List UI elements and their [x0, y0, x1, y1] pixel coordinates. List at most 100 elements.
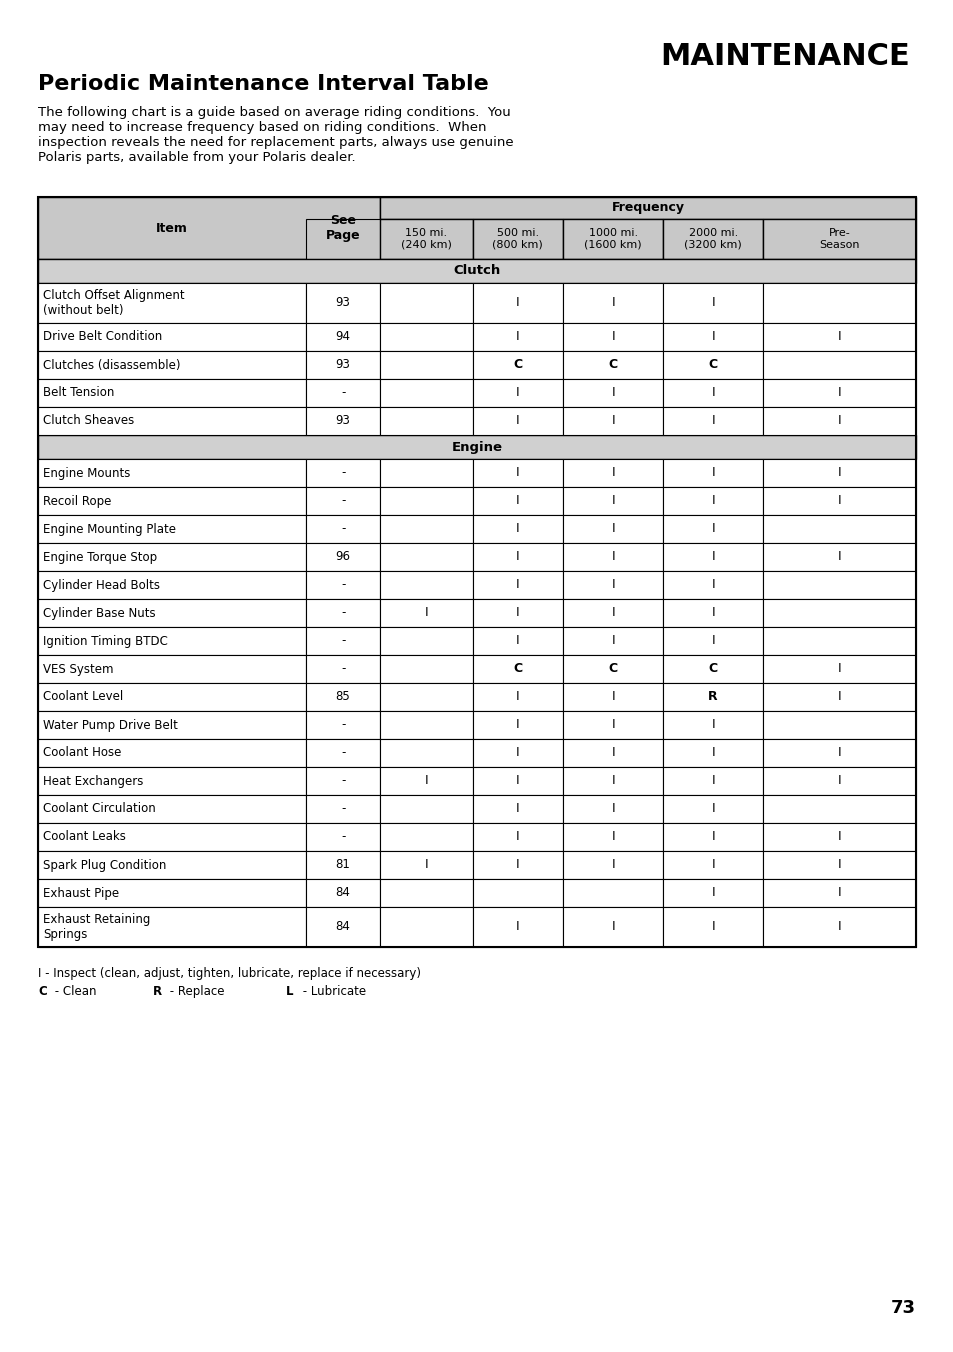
Bar: [472, 283, 562, 323]
Text: I: I: [516, 495, 519, 507]
Bar: [38, 907, 306, 946]
Text: I: I: [711, 803, 714, 815]
Text: I: I: [711, 921, 714, 933]
Bar: [762, 907, 915, 946]
Text: I: I: [711, 746, 714, 760]
Bar: [380, 323, 472, 352]
Text: I: I: [516, 830, 519, 844]
Text: See
Page: See Page: [326, 214, 360, 242]
Bar: [306, 487, 380, 515]
Text: -: -: [340, 466, 345, 480]
Text: I: I: [711, 718, 714, 731]
Bar: [662, 458, 762, 487]
Bar: [762, 515, 915, 544]
Text: Frequency: Frequency: [611, 201, 684, 215]
Bar: [472, 740, 562, 767]
Text: C: C: [608, 358, 617, 372]
Bar: [662, 323, 762, 352]
Text: I: I: [711, 495, 714, 507]
Bar: [306, 407, 380, 435]
Bar: [472, 767, 562, 795]
Bar: [38, 571, 306, 599]
Bar: [380, 407, 472, 435]
Text: Engine Mounting Plate: Engine Mounting Plate: [43, 522, 175, 535]
Text: I: I: [837, 330, 841, 343]
Bar: [306, 599, 380, 627]
Bar: [662, 544, 762, 571]
Bar: [562, 740, 662, 767]
Bar: [472, 823, 562, 850]
Text: Spark Plug Condition: Spark Plug Condition: [43, 859, 166, 872]
Bar: [38, 515, 306, 544]
Text: I: I: [837, 466, 841, 480]
Bar: [306, 711, 380, 740]
Text: I: I: [611, 803, 615, 815]
Bar: [662, 823, 762, 850]
Bar: [306, 683, 380, 711]
Text: 93: 93: [335, 415, 350, 427]
Bar: [38, 767, 306, 795]
Text: I: I: [711, 830, 714, 844]
Text: - Replace: - Replace: [166, 986, 224, 998]
Bar: [762, 487, 915, 515]
Text: I: I: [837, 691, 841, 703]
Bar: [472, 323, 562, 352]
Text: I: I: [837, 550, 841, 564]
Bar: [306, 767, 380, 795]
Text: Engine Torque Stop: Engine Torque Stop: [43, 550, 157, 564]
Text: MAINTENANCE: MAINTENANCE: [659, 42, 909, 72]
Text: I: I: [711, 550, 714, 564]
Text: I - Inspect (clean, adjust, tighten, lubricate, replace if necessary): I - Inspect (clean, adjust, tighten, lub…: [38, 967, 420, 980]
Text: I: I: [424, 859, 428, 872]
Bar: [306, 627, 380, 654]
Bar: [472, 458, 562, 487]
Text: I: I: [711, 859, 714, 872]
Bar: [662, 571, 762, 599]
Bar: [662, 740, 762, 767]
Bar: [380, 352, 472, 379]
Bar: [380, 487, 472, 515]
Text: I: I: [711, 634, 714, 648]
Bar: [38, 654, 306, 683]
Bar: [472, 683, 562, 711]
Bar: [472, 407, 562, 435]
Bar: [380, 823, 472, 850]
Text: I: I: [516, 775, 519, 787]
Bar: [380, 740, 472, 767]
Text: I: I: [516, 296, 519, 310]
Text: I: I: [611, 522, 615, 535]
Bar: [38, 407, 306, 435]
Bar: [762, 879, 915, 907]
Bar: [662, 879, 762, 907]
Text: I: I: [837, 887, 841, 899]
Bar: [762, 379, 915, 407]
Bar: [306, 879, 380, 907]
Text: I: I: [516, 691, 519, 703]
Bar: [38, 683, 306, 711]
Text: I: I: [516, 921, 519, 933]
Bar: [38, 487, 306, 515]
Bar: [562, 654, 662, 683]
Text: I: I: [611, 830, 615, 844]
Bar: [762, 767, 915, 795]
Bar: [562, 850, 662, 879]
Bar: [38, 283, 306, 323]
Text: C: C: [513, 358, 522, 372]
Text: -: -: [340, 522, 345, 535]
Text: 85: 85: [335, 691, 350, 703]
Text: 2000 mi.
(3200 km): 2000 mi. (3200 km): [683, 228, 741, 250]
Bar: [472, 711, 562, 740]
Text: I: I: [711, 607, 714, 619]
Bar: [662, 654, 762, 683]
Text: I: I: [837, 415, 841, 427]
Text: -: -: [340, 634, 345, 648]
Bar: [380, 197, 915, 219]
Bar: [562, 283, 662, 323]
Bar: [306, 219, 380, 260]
Bar: [472, 352, 562, 379]
Text: I: I: [424, 607, 428, 619]
Bar: [380, 654, 472, 683]
Bar: [306, 352, 380, 379]
Text: 73: 73: [890, 1299, 915, 1317]
Bar: [38, 260, 915, 283]
